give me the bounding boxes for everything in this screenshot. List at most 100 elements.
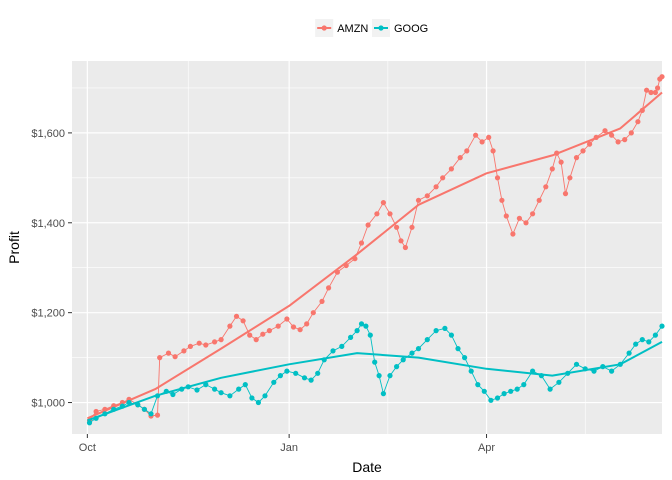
goog-point [380, 391, 386, 397]
amzn-point [297, 327, 303, 333]
amzn-point [165, 350, 172, 356]
goog-point [573, 361, 580, 367]
amzn-point [440, 175, 446, 181]
y-tick-label: $1,200 [31, 308, 65, 320]
amzn-point [172, 354, 178, 360]
series-amzn [86, 74, 665, 424]
amzn-point [448, 166, 454, 172]
amzn-point [655, 85, 661, 91]
amzn-trend-line [87, 91, 663, 420]
legend-label-goog: GOOG [394, 23, 428, 35]
goog-trend-line [87, 341, 663, 422]
amzn-point [433, 184, 439, 190]
goog-point [363, 323, 369, 329]
amzn-point [154, 412, 161, 418]
amzn-point [609, 132, 615, 138]
amzn-point [218, 337, 224, 343]
goog-point [358, 321, 365, 327]
legend: AMZN GOOG [315, 19, 428, 37]
amzn-point [644, 87, 650, 93]
goog-point [659, 323, 665, 329]
series-layer [86, 74, 665, 426]
goog-point [394, 364, 400, 370]
goog-point [227, 393, 233, 399]
x-axis-title: Date [352, 459, 382, 475]
amzn-point [319, 298, 325, 304]
goog-point [646, 339, 652, 345]
amzn-point [233, 313, 240, 319]
goog-point [330, 348, 336, 354]
amzn-point [615, 139, 621, 145]
goog-point [639, 337, 645, 343]
goog-point [218, 390, 224, 396]
amzn-point [196, 340, 202, 346]
amzn-point [275, 323, 281, 329]
goog-point [236, 386, 242, 392]
amzn-point [510, 231, 516, 237]
amzn-point [409, 224, 415, 230]
goog-point [481, 388, 487, 394]
goog-point [271, 379, 277, 385]
amzn-point [260, 331, 266, 337]
goog-point [409, 350, 415, 356]
goog-point [455, 346, 461, 352]
y-tick-label: $1,000 [31, 398, 65, 410]
y-tick-label: $1,600 [31, 128, 65, 140]
amzn-point [398, 238, 404, 244]
goog-point [348, 334, 354, 340]
amzn-point [266, 328, 272, 334]
goog-point [501, 391, 507, 397]
goog-point [556, 379, 562, 385]
goog-point [367, 332, 373, 338]
x-tick-label: Oct [79, 442, 96, 454]
x-tick-label: Jan [280, 442, 298, 454]
amzn-point [659, 74, 665, 80]
amzn-point [628, 130, 634, 136]
amzn-point [374, 211, 380, 217]
goog-point [194, 387, 200, 393]
goog-point [148, 411, 154, 417]
amzn-point [457, 155, 463, 161]
amzn-point [479, 139, 485, 145]
amzn-point [499, 197, 505, 203]
amzn-point [573, 155, 580, 161]
goog-point [249, 395, 255, 401]
goog-point [255, 399, 261, 406]
goog-point [609, 368, 615, 374]
amzn-point [290, 324, 297, 330]
amzn-point [587, 141, 593, 147]
axes: $1,000 $1,200 $1,400 $1,600 Oct Jan Apr [31, 128, 495, 454]
legend-item-goog: GOOG [372, 19, 428, 37]
amzn-point [402, 244, 408, 251]
legend-key-point [378, 25, 384, 31]
amzn-point [157, 355, 163, 361]
goog-point [301, 375, 308, 381]
amzn-point [543, 184, 549, 190]
amzn-point [473, 132, 479, 138]
goog-point [488, 397, 494, 403]
amzn-point [549, 166, 555, 172]
goog-point [508, 388, 514, 394]
goog-point [339, 343, 345, 349]
goog-point [424, 337, 430, 343]
amzn-point [181, 348, 187, 354]
amzn-point [516, 215, 523, 221]
amzn-point [247, 332, 253, 338]
amzn-point [212, 339, 218, 345]
goog-point [475, 382, 481, 388]
amzn-point [635, 119, 641, 125]
goog-point [372, 359, 378, 365]
goog-point [433, 328, 439, 334]
goog-point [462, 355, 468, 361]
amzn-point [562, 191, 569, 197]
amzn-point [240, 318, 246, 324]
amzn-point [253, 337, 259, 343]
goog-point [212, 386, 218, 392]
goog-point [514, 386, 520, 392]
amzn-point [310, 310, 316, 316]
goog-point [126, 399, 132, 406]
goog-point [494, 395, 501, 401]
amzn-point [365, 222, 371, 228]
amzn-point [567, 175, 573, 181]
